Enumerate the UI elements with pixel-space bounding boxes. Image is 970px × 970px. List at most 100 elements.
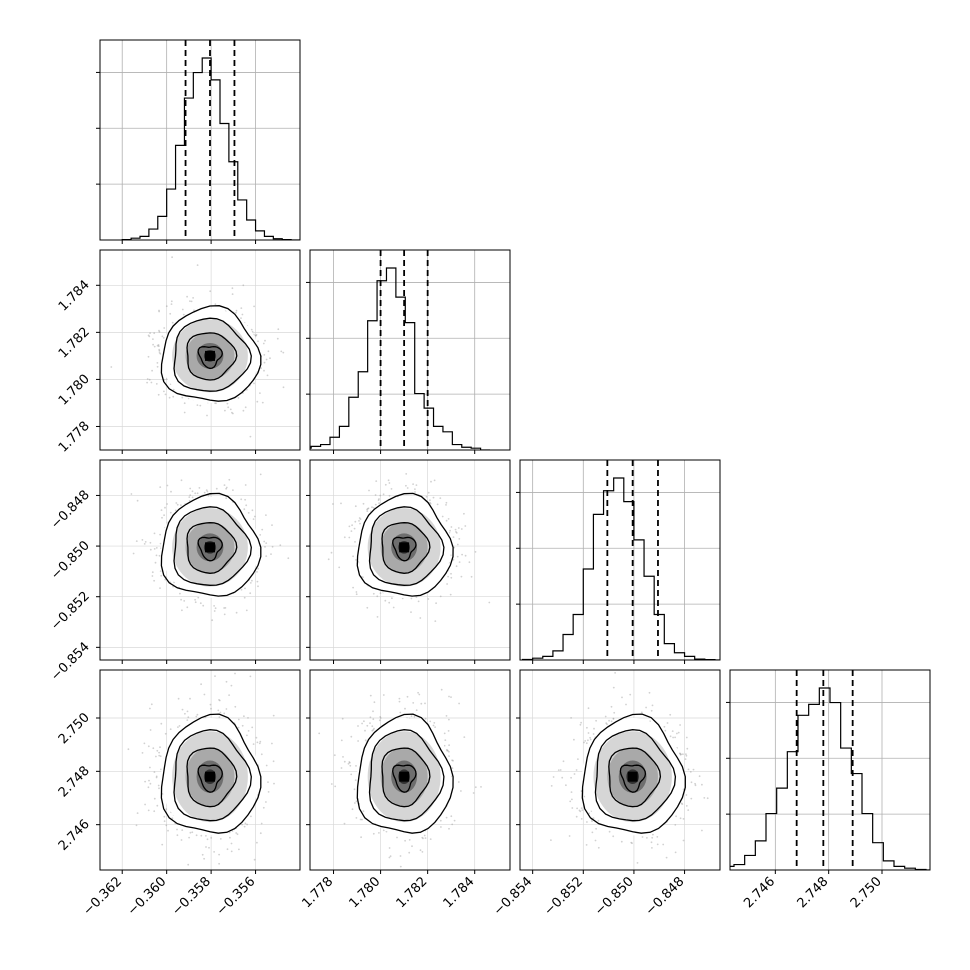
sample-point (153, 548, 156, 550)
sample-point (148, 779, 150, 782)
sample-point (464, 554, 467, 557)
sample-point (147, 745, 150, 748)
sample-point (340, 739, 343, 742)
sample-point (353, 788, 356, 791)
sample-point (163, 390, 165, 393)
sample-point (175, 502, 178, 504)
panel-frame (99, 459, 301, 661)
sample-point (354, 779, 357, 781)
sample-point (369, 694, 372, 697)
sample-point (371, 506, 373, 509)
sample-point (158, 350, 161, 352)
sample-point (203, 857, 206, 860)
sample-point (576, 807, 578, 810)
sample-point (158, 331, 161, 333)
sample-point (368, 489, 370, 492)
sample-point (234, 672, 236, 675)
sample-point (151, 571, 154, 574)
sample-point (432, 496, 435, 499)
sample-point (366, 724, 369, 727)
sample-point (256, 400, 259, 403)
sample-point (580, 721, 582, 724)
sample-point (189, 697, 191, 700)
sample-point (373, 701, 376, 704)
sample-point (415, 709, 418, 712)
sample-point (276, 337, 279, 340)
sample-point (149, 332, 152, 334)
contour-line (392, 764, 417, 793)
sample-point (361, 722, 363, 725)
sample-point (443, 732, 446, 735)
sample-point (169, 312, 172, 315)
sample-point (196, 492, 199, 495)
sample-point (171, 256, 174, 259)
sample-point (195, 834, 198, 837)
sample-point (251, 509, 254, 512)
sample-point (163, 815, 166, 818)
sample-point (269, 357, 271, 360)
sample-point (224, 409, 226, 412)
sample-point (592, 733, 595, 735)
sample-point (193, 309, 195, 312)
sample-point (685, 794, 688, 796)
sample-point (210, 837, 213, 839)
sample-point (685, 753, 687, 756)
contour-line (392, 536, 417, 562)
sample-point (166, 484, 169, 487)
hist-panel-0 (100, 40, 300, 240)
sample-point (372, 592, 375, 595)
sample-point (424, 837, 427, 839)
sample-point (223, 712, 226, 715)
sample-point (205, 489, 208, 491)
sample-point (267, 350, 270, 353)
sample-point (451, 759, 453, 762)
sample-point (384, 599, 387, 602)
sample-point (237, 718, 240, 721)
sample-point (412, 483, 414, 485)
sample-point (587, 707, 590, 710)
sample-point (164, 506, 166, 509)
contour-line (197, 764, 223, 793)
sample-point (150, 703, 153, 706)
sample-point (259, 392, 261, 394)
sample-point (552, 776, 555, 778)
sample-point (241, 724, 244, 727)
sample-point (415, 484, 418, 486)
sample-point (350, 773, 353, 776)
sample-point (147, 786, 150, 789)
sample-point (343, 822, 346, 825)
sample-point (366, 606, 369, 609)
sample-point (457, 781, 460, 783)
sample-point (246, 823, 249, 826)
sample-point (153, 797, 156, 800)
sample-point (375, 480, 378, 482)
sample-point (343, 760, 346, 763)
sample-point (196, 264, 199, 266)
sample-point (358, 520, 360, 522)
sample-point (260, 367, 262, 370)
sample-point (214, 607, 217, 610)
sample-point (427, 598, 430, 600)
sample-point (206, 490, 209, 493)
sample-point (149, 548, 152, 551)
sample-point (250, 815, 252, 818)
sample-point (433, 722, 436, 724)
sample-point (152, 343, 155, 346)
sample-point (231, 411, 233, 414)
sample-point (245, 388, 248, 391)
histogram-step (310, 267, 490, 450)
sample-point (245, 504, 248, 507)
sample-point (223, 613, 226, 616)
sample-point (265, 358, 268, 361)
sample-point (201, 853, 204, 856)
sample-point (256, 741, 259, 744)
sample-point (240, 307, 243, 309)
sample-point (343, 536, 346, 539)
sample-point (166, 503, 169, 505)
sample-point (425, 495, 428, 498)
sample-point (379, 494, 382, 497)
panel-frame (99, 669, 301, 871)
density-peak (205, 350, 215, 361)
sample-point (230, 684, 233, 687)
sample-point (391, 597, 393, 600)
